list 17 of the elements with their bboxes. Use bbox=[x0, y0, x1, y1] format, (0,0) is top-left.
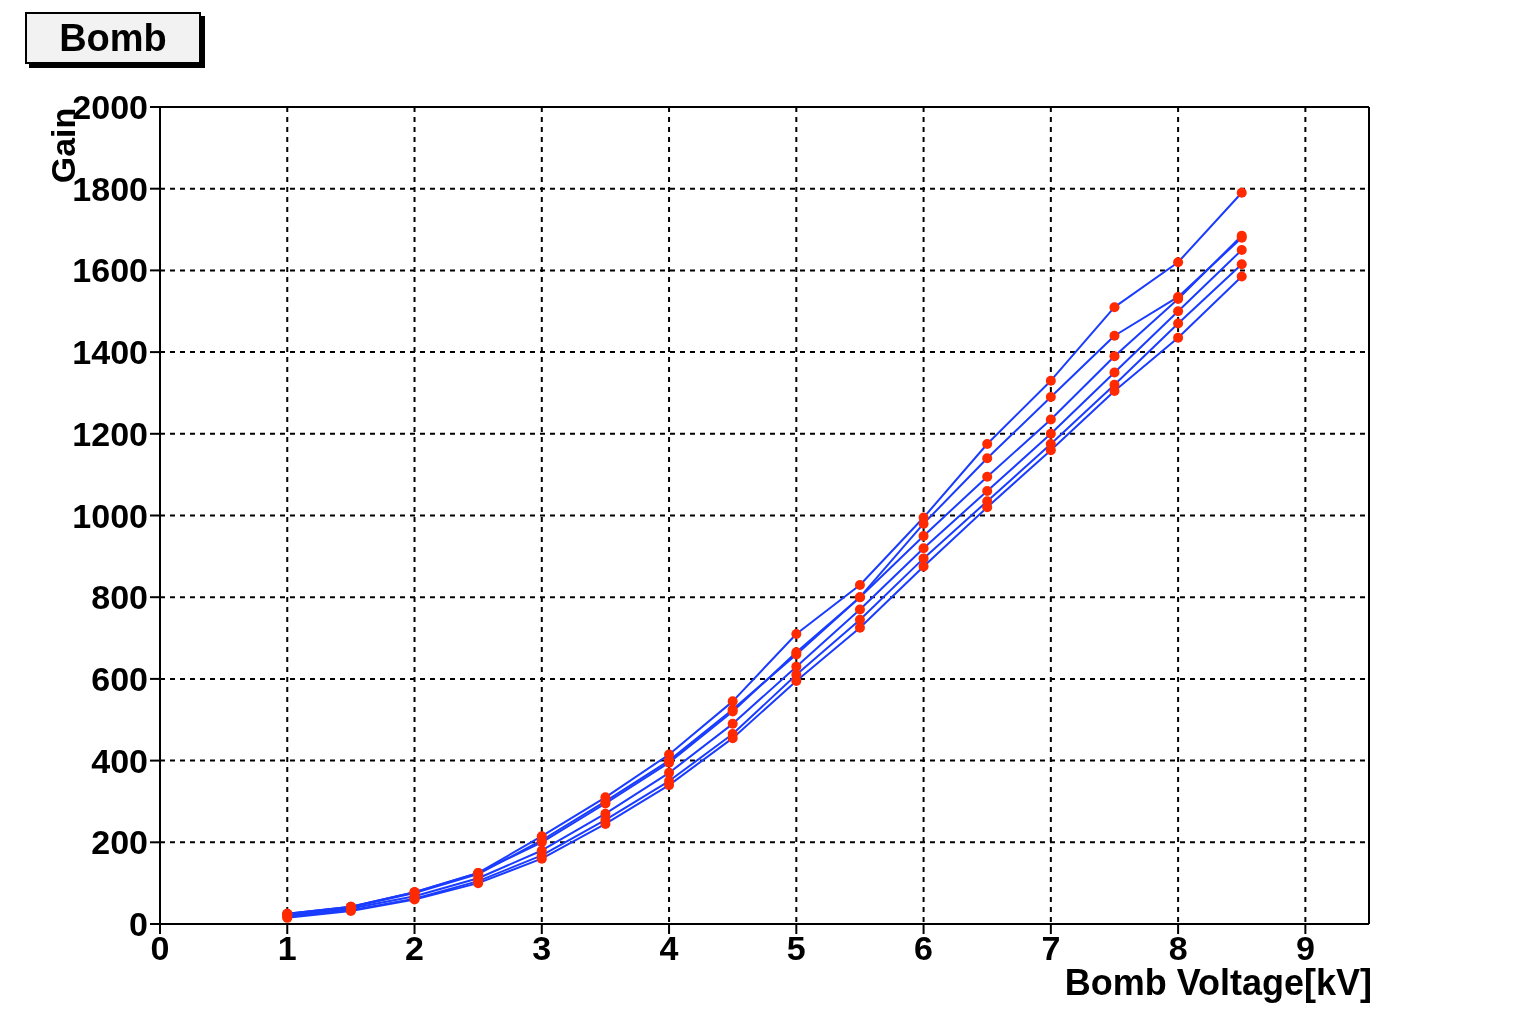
y-tick-label: 600 bbox=[91, 659, 148, 698]
y-tick-label: 1200 bbox=[72, 414, 148, 453]
chart-title: Bomb bbox=[25, 12, 201, 64]
x-tick-label: 1 bbox=[277, 929, 297, 968]
y-tick-label: 0 bbox=[129, 905, 148, 944]
y-tick-label: 400 bbox=[91, 741, 148, 780]
y-tick-label: 1600 bbox=[72, 251, 148, 290]
x-tick-label: 3 bbox=[532, 929, 552, 968]
x-tick-label: 2 bbox=[405, 929, 424, 968]
y-tick-label: 1400 bbox=[72, 333, 148, 372]
x-tick-label: 7 bbox=[1041, 929, 1061, 968]
y-tick-label: 1000 bbox=[72, 496, 148, 535]
x-tick-label: 6 bbox=[914, 929, 934, 968]
y-tick-label: 200 bbox=[91, 823, 148, 862]
x-tick-label: 5 bbox=[786, 929, 806, 968]
x-tick-label: 4 bbox=[659, 929, 679, 968]
y-tick-label: 800 bbox=[91, 578, 148, 617]
